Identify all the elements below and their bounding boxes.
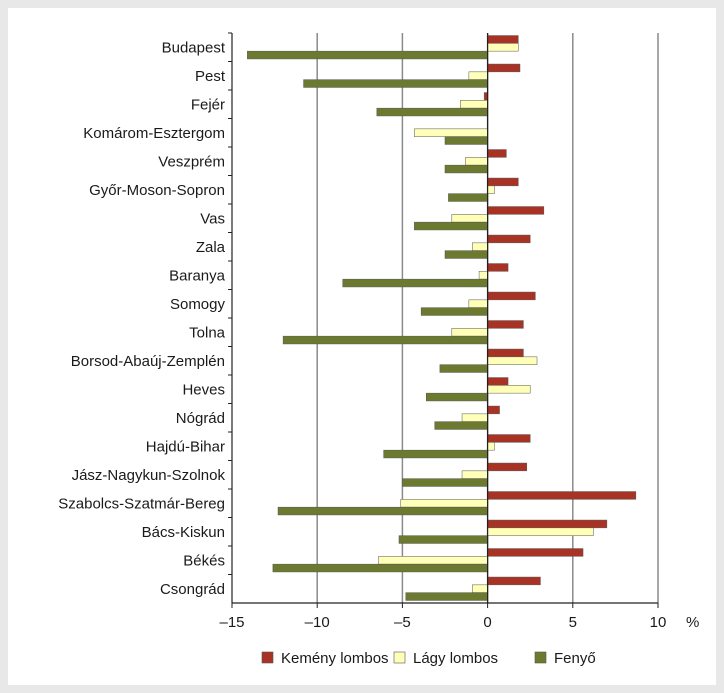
bar-chart: Budapest Pest Fejér Komárom-Esztergom Veszpr… [58, 32, 699, 667]
bar-kem-ny-lombos [487, 149, 507, 158]
bar-kem-ny-lombos [487, 462, 528, 472]
legend-swatch [534, 651, 547, 664]
bar-l-gy-lombos [414, 128, 488, 137]
bar-l-gy-lombos [472, 242, 488, 251]
category-label: Szabolcs-Szatmár-Bereg [58, 495, 225, 512]
category-label: Pest [195, 68, 226, 85]
x-tick-label: 10 [650, 614, 667, 631]
legend-label: Lágy lombos [413, 650, 498, 667]
x-tick-label: –5 [394, 614, 411, 631]
category-label: Baranya [169, 267, 226, 284]
bar-feny- [434, 421, 488, 430]
x-unit-label: % [686, 614, 699, 631]
bar-l-gy-lombos [468, 299, 488, 308]
x-tick-label: –15 [219, 614, 244, 631]
bar-l-gy-lombos [487, 527, 594, 536]
bar-l-gy-lombos [400, 499, 488, 508]
category-label: Jász-Nagykun-Szolnok [72, 467, 226, 484]
category-label: Zala [196, 239, 226, 256]
x-tick-label: 0 [483, 614, 491, 631]
bar-kem-ny-lombos [487, 491, 637, 500]
bar-kem-ny-lombos [487, 291, 536, 301]
bar-feny- [277, 506, 488, 516]
bar-kem-ny-lombos [487, 206, 545, 215]
bar-l-gy-lombos [487, 185, 495, 194]
bar-l-gy-lombos [487, 442, 495, 451]
category-label: Borsod-Abaúj-Zemplén [71, 353, 225, 370]
bar-kem-ny-lombos [487, 434, 531, 443]
bar-feny- [444, 136, 488, 145]
bar-l-gy-lombos [461, 413, 488, 422]
category-label: Somogy [170, 296, 226, 313]
bar-l-gy-lombos [378, 556, 488, 565]
bar-feny- [272, 563, 488, 573]
bar-l-gy-lombos [465, 157, 488, 166]
bar-kem-ny-lombos [487, 263, 509, 272]
bar-l-gy-lombos [461, 470, 488, 479]
bar-kem-ny-lombos [487, 177, 519, 187]
bar-l-gy-lombos [460, 100, 488, 109]
bar-feny- [398, 535, 488, 544]
category-label: Győr-Moson-Sopron [89, 182, 225, 199]
bar-feny- [448, 193, 488, 202]
bar-feny- [426, 392, 488, 402]
category-label: Komárom-Esztergom [83, 125, 225, 142]
chart-panel: Budapest Pest Fejér Komárom-Esztergom Veszpr… [8, 8, 716, 685]
bar-kem-ny-lombos [487, 576, 541, 586]
bar-kem-ny-lombos [487, 63, 521, 73]
bar-feny- [420, 307, 488, 316]
bar-feny- [342, 278, 488, 288]
category-label: Csongrád [160, 581, 225, 598]
category-label: Veszprém [158, 153, 225, 170]
category-label: Békés [183, 552, 225, 569]
bar-l-gy-lombos [487, 43, 519, 52]
category-label: Fejér [191, 96, 225, 113]
legend-swatch [261, 651, 274, 664]
legend-label: Fenyő [554, 650, 596, 667]
bar-feny- [414, 221, 488, 231]
bar-feny- [444, 250, 488, 259]
bar-kem-ny-lombos [487, 405, 500, 415]
bar-feny- [376, 107, 488, 117]
bar-feny- [247, 50, 488, 60]
category-label: Hajdú-Bihar [146, 438, 225, 455]
legend-swatch [393, 651, 406, 664]
category-label: Heves [182, 381, 225, 398]
category-label: Nógrád [176, 410, 225, 427]
bar-l-gy-lombos [487, 385, 531, 394]
bar-feny- [303, 79, 488, 88]
bar-kem-ny-lombos [487, 35, 519, 44]
bar-kem-ny-lombos [487, 234, 531, 244]
bar-kem-ny-lombos [487, 519, 608, 529]
category-label: Budapest [162, 39, 226, 56]
bar-l-gy-lombos [478, 271, 488, 280]
bar-feny- [405, 592, 488, 601]
bar-kem-ny-lombos [487, 377, 509, 386]
bar-kem-ny-lombos [487, 348, 524, 358]
bar-l-gy-lombos [451, 214, 488, 223]
bar-feny- [402, 478, 488, 487]
x-tick-label: 5 [569, 614, 577, 631]
x-tick-label: –10 [305, 614, 330, 631]
bar-l-gy-lombos [468, 71, 488, 80]
bar-feny- [383, 449, 488, 459]
bar-feny- [439, 364, 488, 373]
bar-l-gy-lombos [487, 356, 538, 365]
bar-l-gy-lombos [472, 584, 488, 593]
bar-l-gy-lombos [451, 328, 488, 337]
category-label: Tolna [189, 324, 226, 341]
bar-kem-ny-lombos [487, 320, 524, 329]
category-label: Vas [200, 210, 225, 227]
category-label: Bács-Kiskun [142, 524, 225, 541]
legend-label: Kemény lombos [281, 650, 389, 667]
bar-kem-ny-lombos [487, 548, 584, 557]
bar-feny- [444, 164, 488, 174]
bar-feny- [282, 335, 488, 345]
